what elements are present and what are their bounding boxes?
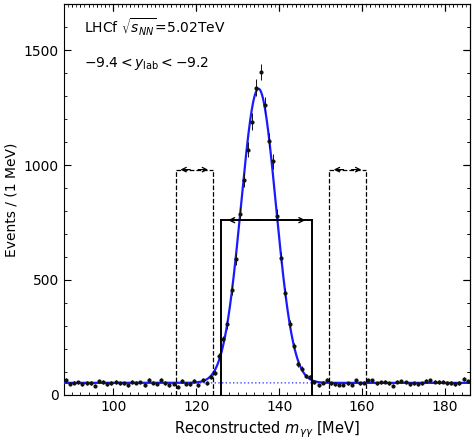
Text: $-9.4 < y_{\rm lab} < -9.2$: $-9.4 < y_{\rm lab} < -9.2$ [84, 55, 209, 72]
X-axis label: Reconstructed $m_{\gamma\gamma}$ [MeV]: Reconstructed $m_{\gamma\gamma}$ [MeV] [174, 419, 360, 440]
Text: LHCf $\sqrt{s_{NN}}$=5.02TeV: LHCf $\sqrt{s_{NN}}$=5.02TeV [84, 16, 226, 38]
Y-axis label: Events / (1 MeV): Events / (1 MeV) [4, 143, 18, 257]
